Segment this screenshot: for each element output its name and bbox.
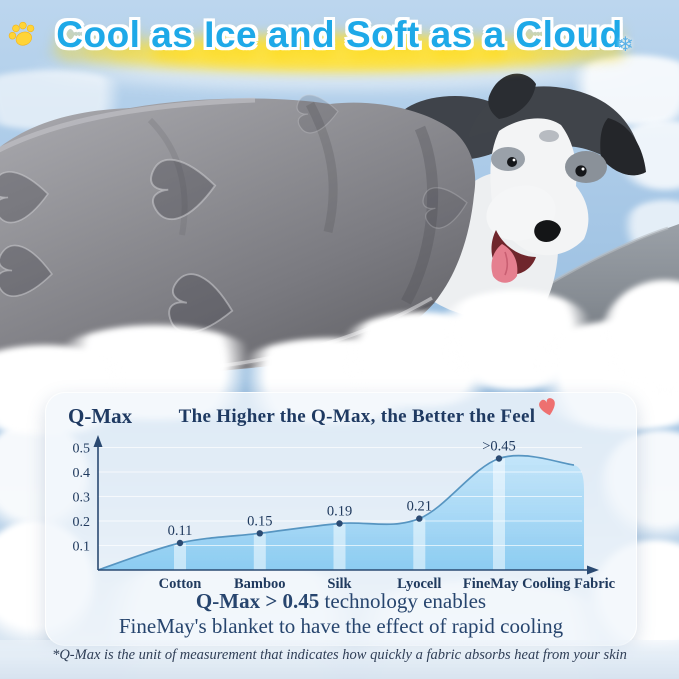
highlight-bar — [333, 523, 346, 570]
data-point — [176, 539, 184, 547]
footnote: *Q-Max is the unit of measurement that i… — [52, 647, 627, 663]
data-point — [416, 515, 423, 522]
value-label: >0.45 — [482, 439, 516, 455]
highlight-bar — [493, 458, 505, 570]
value-label: 0.19 — [327, 504, 352, 520]
y-tick-label: 0.2 — [73, 515, 91, 530]
dog-ear-left — [488, 73, 536, 119]
value-label: 0.15 — [247, 513, 272, 529]
y-axis-title: Q-Max — [68, 404, 133, 428]
x-axis-arrow — [587, 565, 599, 575]
category-label: Lyocell — [397, 576, 441, 592]
dog — [393, 73, 646, 320]
category-label: Silk — [327, 576, 352, 592]
y-tick-label: 0.5 — [73, 442, 91, 457]
y-axis-arrow — [93, 435, 103, 447]
y-tick-label: 0.3 — [73, 491, 91, 506]
data-point — [336, 520, 343, 527]
category-label: Bamboo — [234, 576, 286, 592]
snowflake-icon: ❄ — [617, 32, 634, 56]
paw-icon — [8, 21, 35, 46]
qmax-panel: Q-Max The Higher the Q-Max, the Better t… — [45, 392, 637, 646]
highlight-bar — [253, 533, 266, 571]
main-headline: Cool as Ice and Soft as a Cloud — [56, 14, 623, 55]
blanket — [0, 94, 476, 377]
headline-glow — [42, 30, 638, 74]
caption-line-1: Q-Max > 0.45 technology enables — [195, 589, 487, 613]
heart-icon — [539, 398, 555, 416]
chart-title: The Higher the Q-Max, the Better the Fee… — [178, 406, 536, 427]
value-label: 0.11 — [168, 523, 193, 539]
highlight-bar — [413, 518, 426, 570]
value-label: 0.21 — [407, 499, 432, 515]
highlight-bar — [174, 543, 186, 570]
data-point — [495, 455, 503, 462]
dog-ear-right — [600, 118, 646, 176]
dog-tongue — [491, 244, 518, 283]
y-tick-label: 0.4 — [73, 466, 91, 481]
y-tick-label: 0.1 — [73, 540, 91, 555]
area-fill — [98, 455, 584, 570]
caption-line-2: FineMay's blanket to have the effect of … — [118, 614, 564, 638]
data-point — [256, 530, 263, 537]
category-label: FineMay Cooling Fabric — [463, 576, 616, 592]
dog-nose — [534, 220, 561, 242]
footnote-strip — [0, 640, 679, 679]
chart-caption: Q-Max > 0.45 technology enables FineMay'… — [46, 589, 636, 639]
qmax-chart: 0.1 0.2 0.3 0.4 0.5 0.11 0.15 0.19 0.21 >0.45 Cott… — [73, 435, 616, 592]
category-label: Cotton — [159, 576, 202, 592]
heart-quilting — [0, 94, 468, 334]
